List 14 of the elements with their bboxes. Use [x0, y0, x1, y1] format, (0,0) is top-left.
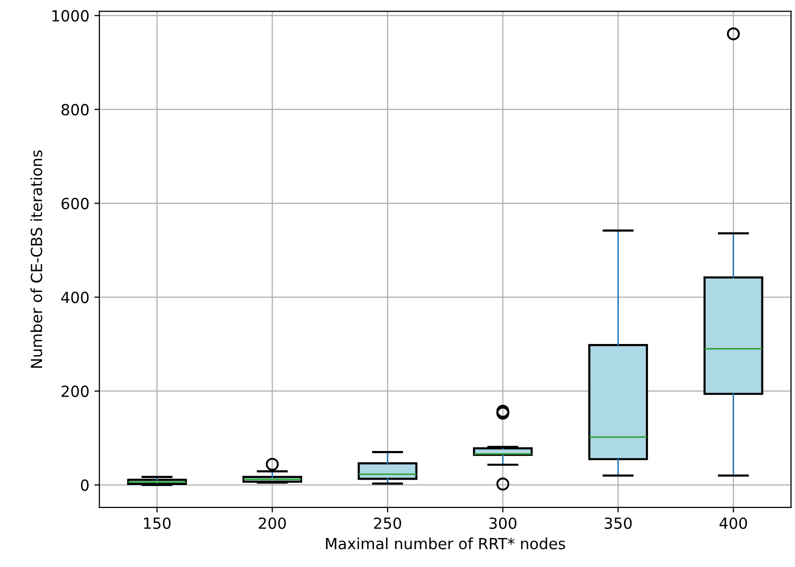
y-tick-label: 200 — [62, 386, 89, 398]
y-tick-label: 1000 — [52, 10, 89, 22]
x-tick-label: 300 — [489, 517, 516, 530]
x-tick-label: 250 — [374, 517, 402, 530]
y-tick-label: 0 — [80, 479, 89, 491]
y-tick-label: 800 — [62, 104, 89, 116]
x-axis-title: Maximal number of RRT* nodes — [326, 538, 566, 550]
y-axis-title: Number of CE-CBS iterations — [30, 150, 42, 368]
x-tick-label: 350 — [604, 517, 632, 530]
y-tick-label: 600 — [62, 198, 89, 210]
x-tick-label: 200 — [258, 517, 286, 530]
x-tick-label: 150 — [144, 517, 171, 530]
y-tick-label: 400 — [61, 292, 89, 304]
x-tick-label: 400 — [720, 517, 747, 530]
